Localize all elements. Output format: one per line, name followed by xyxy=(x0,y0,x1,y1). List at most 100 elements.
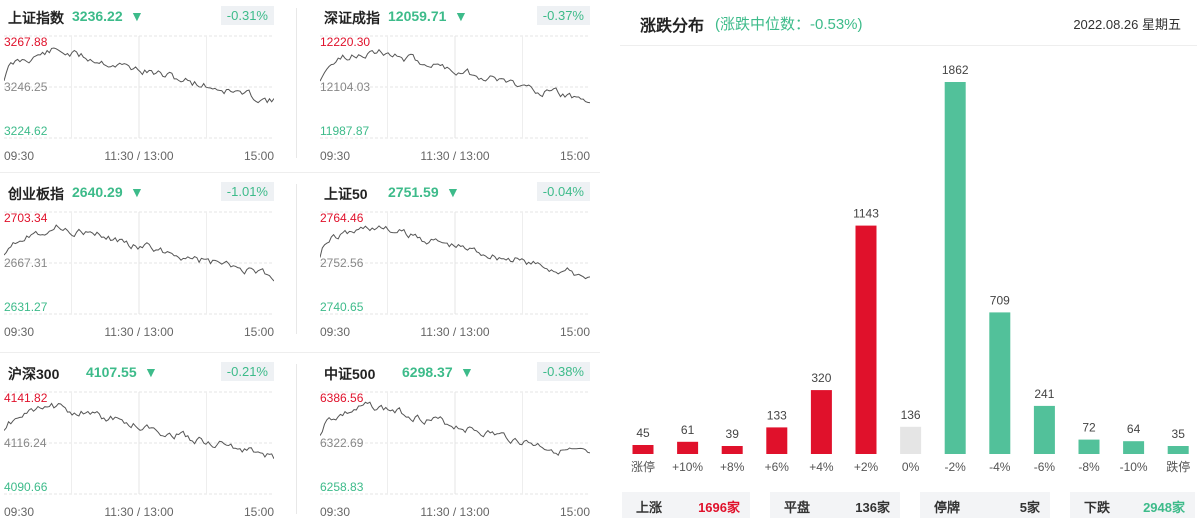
time-label-end: 15:00 xyxy=(560,149,590,163)
time-label-start: 09:30 xyxy=(4,325,34,339)
price-label-high: 2703.34 xyxy=(4,211,48,225)
bar-value-label: 241 xyxy=(1034,387,1054,401)
distribution-bar[interactable] xyxy=(900,426,922,454)
index-value: 3236.22 xyxy=(72,8,123,24)
bar-value-label: 1862 xyxy=(942,63,969,77)
index-name: 创业板指 xyxy=(8,186,64,202)
distribution-panel: 涨跌分布 (涨跌中位数：-0.53%) 2022.08.26 星期五 45 涨停 6… xyxy=(620,0,1197,520)
distribution-bar[interactable] xyxy=(1167,446,1189,454)
row-divider xyxy=(0,352,600,353)
distribution-date: 2022.08.26 星期五 xyxy=(1073,17,1181,32)
index-card[interactable]: 深证成指 12059.71 ▼ -0.37% 12220.30 12104.03 11987… xyxy=(320,0,590,170)
price-label-low: 11987.87 xyxy=(320,124,369,138)
distribution-chart: 45 涨停 61 +10% 39 +8% 133 +6% 320 +4% 1143 +2% 136 0% 1… xyxy=(631,63,1190,474)
distribution-bar[interactable] xyxy=(1123,441,1145,454)
index-value: 12059.71 xyxy=(388,8,447,24)
price-label-mid: 2752.56 xyxy=(320,256,364,270)
index-header: 中证500 6298.37 ▼ -0.38% xyxy=(324,362,590,384)
index-header: 上证50 2751.59 ▼ -0.04% xyxy=(324,182,590,204)
time-label-mid: 11:30 / 13:00 xyxy=(104,325,173,339)
summary-label: 停牌 xyxy=(934,500,961,515)
distribution-bar[interactable] xyxy=(1078,439,1100,454)
index-sparkline: 2703.34 2667.31 2631.27 09:30 11:30 / 13:00 1… xyxy=(4,211,274,339)
index-change: -0.21% xyxy=(220,362,274,381)
index-sparkline: 4141.82 4116.24 4090.66 09:30 11:30 / 13:00 1… xyxy=(4,391,274,519)
index-value: 4107.55 xyxy=(86,364,137,380)
index-sparkline: 2764.46 2752.56 2740.65 09:30 11:30 / 13:00 1… xyxy=(320,211,590,339)
bar-category-label: 0% xyxy=(902,460,920,474)
time-label-start: 09:30 xyxy=(4,505,34,519)
distribution-title: 涨跌分布 xyxy=(640,18,705,35)
summary-down: 下跌 2948家 xyxy=(1070,492,1195,518)
price-label-mid: 6322.69 xyxy=(320,436,364,450)
index-sparkline: 3267.88 3246.25 3224.62 09:30 11:30 / 13:00 1… xyxy=(4,35,274,163)
bar-category-label: +8% xyxy=(720,460,745,474)
price-label-mid: 2667.31 xyxy=(4,256,48,270)
bar-category-label: -6% xyxy=(1034,460,1056,474)
price-line xyxy=(320,48,590,104)
distribution-bar[interactable] xyxy=(766,427,788,454)
price-line xyxy=(4,224,274,282)
bar-value-label: 133 xyxy=(767,408,787,422)
price-label-high: 12220.30 xyxy=(320,35,370,49)
column-divider xyxy=(296,8,297,158)
distribution-bar[interactable] xyxy=(810,390,832,454)
index-change: -0.38% xyxy=(536,362,590,381)
bar-value-label: 1143 xyxy=(853,207,879,221)
time-label-start: 09:30 xyxy=(320,149,350,163)
price-label-low: 3224.62 xyxy=(4,124,48,138)
index-panel: 上证指数 3236.22 ▼ -0.31% 3267.88 3246.25 3224.62 0… xyxy=(0,0,600,520)
bar-value-label: 709 xyxy=(990,293,1010,307)
summary-flat: 平盘 136家 xyxy=(770,492,900,518)
bar-category-label: +2% xyxy=(854,460,879,474)
bar-category-label: -10% xyxy=(1120,460,1148,474)
index-card[interactable]: 沪深300 4107.55 ▼ -0.21% 4141.82 4116.24 4090.66… xyxy=(4,356,274,526)
summary-value: 136家 xyxy=(855,500,890,515)
price-line xyxy=(320,401,590,457)
bar-category-label: -4% xyxy=(989,460,1011,474)
distribution-bar[interactable] xyxy=(1033,405,1055,454)
distribution-bar[interactable] xyxy=(632,445,654,454)
bar-value-label: 136 xyxy=(901,408,921,422)
distribution-bar[interactable] xyxy=(721,446,743,454)
summary-value: 5家 xyxy=(1019,500,1040,515)
index-header: 沪深300 4107.55 ▼ -0.21% xyxy=(8,362,274,384)
bar-value-label: 320 xyxy=(811,371,831,385)
time-label-end: 15:00 xyxy=(560,325,590,339)
distribution-bar[interactable] xyxy=(944,82,966,454)
price-line xyxy=(4,47,274,104)
summary-value: 2948家 xyxy=(1143,500,1185,515)
bar-value-label: 39 xyxy=(726,427,740,441)
header-divider xyxy=(620,45,1197,46)
down-arrow-icon: ▼ xyxy=(130,8,144,24)
index-card[interactable]: 创业板指 2640.29 ▼ -1.01% 2703.34 2667.31 2631.27 0… xyxy=(4,176,274,346)
index-sparkline: 6386.56 6322.69 6258.83 09:30 11:30 / 13:00 1… xyxy=(320,391,590,519)
price-label-high: 3267.88 xyxy=(4,35,48,49)
bar-category-label: +4% xyxy=(809,460,834,474)
index-card[interactable]: 上证50 2751.59 ▼ -0.04% 2764.46 2752.56 2740.65 0… xyxy=(320,176,590,346)
summary-suspended: 停牌 5家 xyxy=(920,492,1050,518)
bar-category-label: +10% xyxy=(672,460,703,474)
price-line xyxy=(4,402,274,460)
time-label-mid: 11:30 / 13:00 xyxy=(420,505,489,519)
index-value: 6298.37 xyxy=(402,364,453,380)
time-label-end: 15:00 xyxy=(244,325,274,339)
index-name: 上证50 xyxy=(324,186,368,202)
time-label-end: 15:00 xyxy=(244,505,274,519)
index-change: -0.31% xyxy=(220,6,274,25)
time-label-mid: 11:30 / 13:00 xyxy=(420,149,489,163)
index-card[interactable]: 中证500 6298.37 ▼ -0.38% 6386.56 6322.69 6258.83… xyxy=(320,356,590,526)
time-label-start: 09:30 xyxy=(320,505,350,519)
distribution-bar[interactable] xyxy=(989,312,1011,454)
price-label-low: 6258.83 xyxy=(320,480,364,494)
distribution-bar[interactable] xyxy=(855,225,877,454)
index-name: 上证指数 xyxy=(8,10,64,26)
time-label-mid: 11:30 / 13:00 xyxy=(104,149,173,163)
column-divider xyxy=(296,184,297,334)
distribution-bar[interactable] xyxy=(677,441,699,454)
index-change: -0.04% xyxy=(536,182,590,201)
bar-value-label: 72 xyxy=(1082,421,1096,435)
bar-value-label: 64 xyxy=(1127,422,1141,436)
down-arrow-icon: ▼ xyxy=(446,184,460,200)
index-card[interactable]: 上证指数 3236.22 ▼ -0.31% 3267.88 3246.25 3224.62 0… xyxy=(4,0,274,170)
